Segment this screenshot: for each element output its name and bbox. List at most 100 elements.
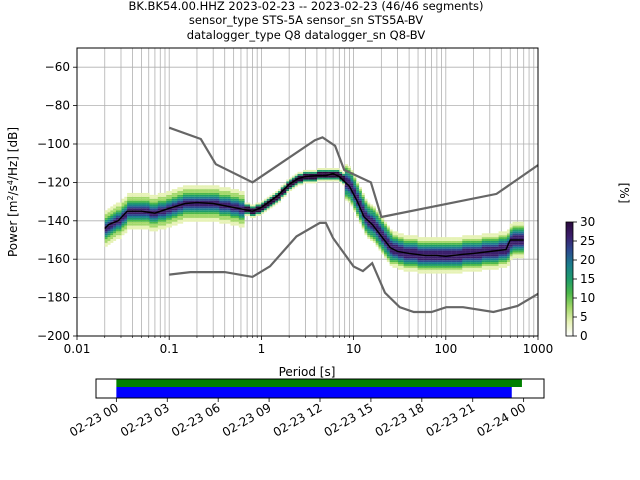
psd-density-cell xyxy=(459,267,463,270)
psd-density-cell xyxy=(459,250,463,253)
psd-density-cell xyxy=(344,189,348,192)
y-label-sup1: 2 xyxy=(6,195,15,200)
psd-density-cell xyxy=(322,179,326,182)
psd-density-cell xyxy=(219,206,223,209)
timeline-tick-label: 02-23 12 xyxy=(271,400,325,439)
psd-density-cell xyxy=(361,204,365,207)
psd-density-cell xyxy=(300,171,304,174)
psd-density-cell xyxy=(465,242,469,245)
psd-density-cell xyxy=(146,219,150,222)
psd-density-cell xyxy=(437,242,441,245)
psd-density-cell xyxy=(372,223,376,226)
psd-density-cell xyxy=(456,246,460,249)
psd-density-cell xyxy=(515,252,519,255)
psd-density-cell xyxy=(110,217,114,220)
psd-density-cell xyxy=(420,256,424,259)
psd-density-cell xyxy=(233,202,237,205)
psd-density-cell xyxy=(166,212,170,215)
psd-density-cell xyxy=(386,233,390,236)
psd-density-cell xyxy=(492,233,496,236)
psd-density-cell xyxy=(325,177,329,180)
psd-density-cell xyxy=(163,192,167,195)
psd-density-cell xyxy=(484,265,488,268)
psd-density-cell xyxy=(118,212,122,215)
psd-density-cell xyxy=(512,223,516,226)
psd-density-cell xyxy=(247,206,251,209)
psd-density-cell xyxy=(350,196,354,199)
y-tick-label: −160 xyxy=(37,252,70,266)
psd-density-cell xyxy=(194,196,198,199)
psd-density-cell xyxy=(350,198,354,201)
psd-density-cell xyxy=(484,237,488,240)
psd-density-cell xyxy=(205,210,209,213)
psd-density-cell xyxy=(180,191,184,193)
psd-density-cell xyxy=(191,212,195,215)
psd-density-cell xyxy=(467,244,471,247)
psd-density-cell xyxy=(378,225,382,228)
psd-density-cell xyxy=(473,267,477,270)
psd-density-cell xyxy=(146,225,150,228)
psd-density-cell xyxy=(448,244,452,247)
psd-density-cell xyxy=(504,235,508,238)
psd-density-cell xyxy=(356,194,360,197)
psd-density-cell xyxy=(372,239,376,241)
psd-density-cell xyxy=(400,246,404,249)
psd-density-cell xyxy=(428,246,432,249)
psd-density-cell xyxy=(462,264,466,266)
psd-density-cell xyxy=(177,202,181,205)
psd-density-cell xyxy=(445,256,449,259)
psd-density-cell xyxy=(174,202,178,205)
psd-density-cell xyxy=(330,169,334,172)
psd-density-cell xyxy=(143,221,147,224)
psd-density-cell xyxy=(361,225,365,228)
psd-density-cell xyxy=(470,244,474,247)
psd-density-cell xyxy=(448,265,452,268)
psd-density-cell xyxy=(163,194,167,197)
psd-density-cell xyxy=(171,191,175,193)
psd-density-cell xyxy=(481,260,485,263)
psd-density-cell xyxy=(456,237,460,240)
psd-density-cell xyxy=(459,271,463,274)
psd-density-cell xyxy=(501,265,505,268)
psd-density-cell xyxy=(364,229,368,232)
psd-density-cell xyxy=(249,212,253,215)
psd-density-cell xyxy=(518,229,522,232)
psd-density-cell xyxy=(157,219,161,222)
psd-density-cell xyxy=(238,212,242,215)
psd-density-cell xyxy=(339,181,343,184)
psd-density-cell xyxy=(224,198,228,201)
psd-density-cell xyxy=(495,237,499,240)
psd-density-cell xyxy=(208,210,212,213)
psd-density-cell xyxy=(465,237,469,240)
psd-density-cell xyxy=(149,219,153,222)
psd-density-cell xyxy=(177,198,181,201)
psd-density-cell xyxy=(375,227,379,230)
psd-density-cell xyxy=(487,235,491,238)
psd-density-cell xyxy=(425,265,429,268)
psd-density-cell xyxy=(213,194,217,197)
psd-density-cell xyxy=(152,208,156,211)
psd-density-cell xyxy=(487,237,491,240)
psd-density-cell xyxy=(411,239,415,241)
timeline-tick-label: 02-23 09 xyxy=(220,400,274,439)
psd-density-cell xyxy=(146,200,150,203)
timeline-coverage-blue-bar xyxy=(116,387,512,398)
psd-density-cell xyxy=(216,202,220,205)
psd-density-cell xyxy=(202,185,206,188)
psd-density-cell xyxy=(110,216,114,218)
psd-density-cell xyxy=(216,217,220,220)
psd-density-cell xyxy=(448,267,452,270)
psd-density-cell xyxy=(166,202,170,205)
psd-density-cell xyxy=(492,262,496,264)
psd-density-cell xyxy=(395,235,399,238)
psd-density-cell xyxy=(428,250,432,253)
psd-density-cell xyxy=(205,187,209,190)
psd-density-cell xyxy=(194,187,198,190)
psd-density-cell xyxy=(174,217,178,220)
psd-density-cell xyxy=(501,240,505,243)
psd-density-cell xyxy=(381,219,385,222)
psd-density-cell xyxy=(230,198,234,201)
psd-density-cell xyxy=(518,227,522,230)
psd-density-cell xyxy=(236,217,240,220)
psd-density-cell xyxy=(509,256,513,259)
